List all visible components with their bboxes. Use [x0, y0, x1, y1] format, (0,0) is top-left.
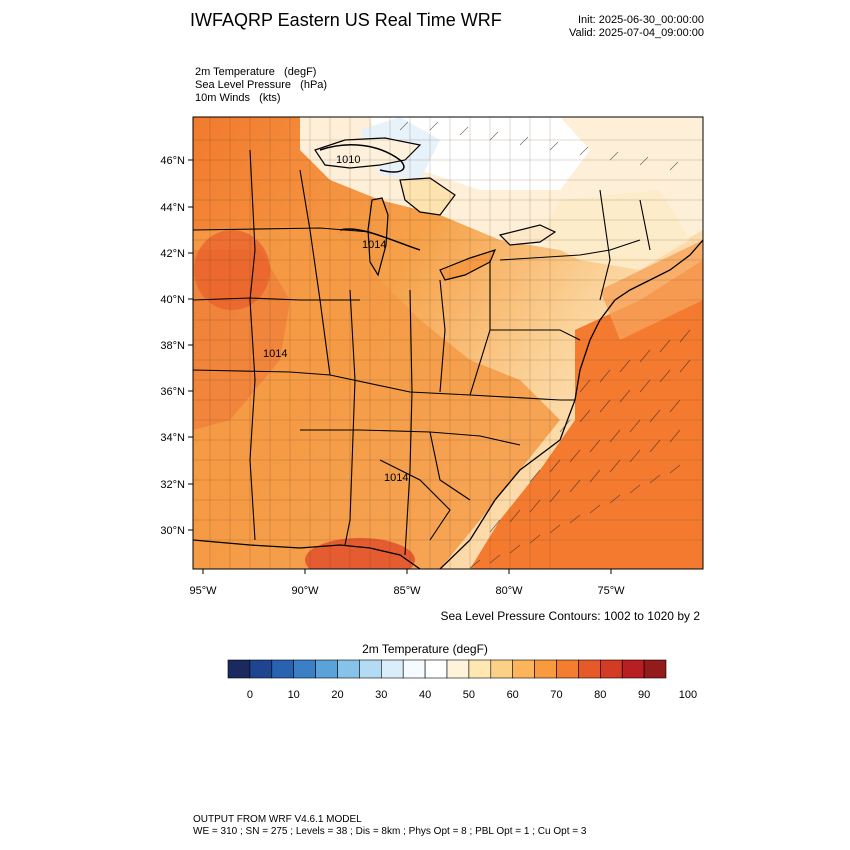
colorbar-swatch [578, 659, 601, 679]
colorbar-tick-label: 100 [679, 689, 697, 701]
colorbar-tick-label: 80 [594, 689, 606, 701]
colorbar [227, 659, 667, 679]
variable-temperature: 2m Temperature (degF) [195, 66, 317, 78]
colorbar-title: 2m Temperature (degF) [362, 642, 488, 656]
variable-pressure: Sea Level Pressure (hPa) [195, 79, 328, 91]
footer-line-model: OUTPUT FROM WRF V4.6.1 MODEL [193, 814, 362, 825]
plot-title: IWFAQRP Eastern US Real Time WRF [190, 10, 502, 30]
colorbar-tick-label: 20 [331, 689, 343, 701]
colorbar-swatch [424, 659, 448, 679]
variable-winds: 10m Winds (kts) [195, 92, 281, 104]
wind-barbs [399, 121, 691, 569]
isobar-label: 1014 [263, 348, 287, 360]
model-footer: OUTPUT FROM WRF V4.6.1 MODEL WE = 310 ; … [193, 814, 586, 838]
colorbar-swatch [512, 659, 535, 679]
lat-tick-label: 42°N [160, 248, 185, 260]
variable-list: 2m Temperature (degF) Sea Level Pressure… [195, 66, 327, 105]
footer-line-config: WE = 310 ; SN = 275 ; Levels = 38 ; Dis … [193, 826, 587, 837]
lon-tick-label: 75°W [597, 585, 625, 597]
isobar-label: 1014 [384, 472, 408, 484]
lat-tick-label: 32°N [160, 479, 185, 491]
lon-tick-label: 85°W [393, 585, 421, 597]
lat-tick-label: 30°N [160, 525, 185, 537]
colorbar-swatch [621, 659, 645, 679]
colorbar-swatch [402, 659, 426, 679]
isobars [319, 144, 421, 251]
colorbar-swatch [643, 659, 667, 679]
colorbar-swatch [249, 659, 273, 679]
lon-tick-label: 90°W [291, 585, 319, 597]
colorbar-swatch [337, 659, 360, 679]
temperature-field [193, 117, 703, 569]
colorbar-swatch [556, 659, 579, 679]
state-boundaries [193, 149, 651, 556]
lat-tick-label: 40°N [160, 294, 185, 306]
colorbar-swatch [271, 659, 294, 679]
lat-tick-label: 46°N [160, 155, 185, 167]
colorbar-swatch [599, 659, 623, 679]
slp-contour-note: Sea Level Pressure Contours: 1002 to 102… [440, 609, 701, 623]
isobar-label: 1014 [362, 239, 386, 251]
colorbar-tick-label: 60 [507, 689, 519, 701]
colorbar-swatch [359, 659, 382, 679]
init-time: Init: 2025-06-30_00:00:00 [578, 14, 704, 26]
valid-time: Valid: 2025-07-04_09:00:00 [569, 27, 704, 39]
colorbar-swatch [446, 659, 470, 679]
colorbar-swatch [315, 659, 338, 679]
colorbar-swatch [534, 659, 557, 679]
colorbar-tick-label: 90 [638, 689, 650, 701]
lat-tick-label: 44°N [160, 202, 185, 214]
colorbar-tick-label: 30 [375, 689, 387, 701]
colorbar-tick-label: 0 [247, 689, 253, 701]
colorbar-swatch [490, 659, 513, 679]
colorbar-tick-label: 50 [463, 689, 475, 701]
colorbar-swatch [468, 659, 492, 679]
colorbar-swatch [227, 659, 251, 679]
colorbar-tick-label: 10 [288, 689, 300, 701]
colorbar-swatch [380, 659, 404, 679]
lat-tick-label: 36°N [160, 386, 185, 398]
map-frame [192, 116, 704, 570]
colorbar-labels: 0 10 20 30 40 50 60 70 80 90 100 [247, 689, 697, 701]
lat-tick-label: 38°N [160, 340, 185, 352]
lon-tick-label: 80°W [495, 585, 523, 597]
colorbar-swatch [293, 659, 316, 679]
lat-tick-label: 34°N [160, 432, 185, 444]
colorbar-tick-label: 40 [419, 689, 431, 701]
colorbar-tick-label: 70 [550, 689, 562, 701]
lon-tick-label: 95°W [189, 585, 217, 597]
isobar-label: 1010 [336, 154, 360, 166]
